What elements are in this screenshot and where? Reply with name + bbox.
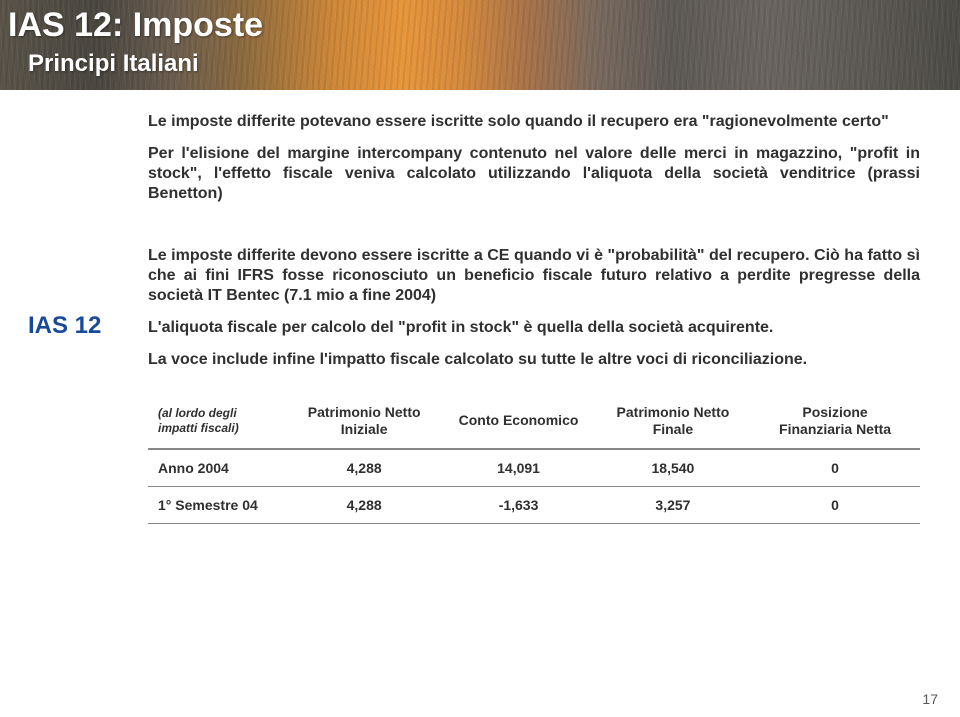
- col1-bottom: Iniziale: [341, 421, 388, 437]
- col2-top: Conto Economico: [459, 412, 579, 428]
- row1-c2: -1,633: [441, 486, 595, 523]
- section-label-ias12: IAS 12: [28, 312, 101, 340]
- row1-label: 1° Semestre 04: [148, 486, 287, 523]
- paragraph-2: Per l'elisione del margine intercompany …: [148, 144, 920, 204]
- col4-top: Posizione: [802, 404, 867, 420]
- row1-c4: 0: [750, 486, 920, 523]
- col-header-conto-economico: Conto Economico: [441, 394, 595, 449]
- row0-label: Anno 2004: [148, 449, 287, 487]
- paragraph-5: La voce include infine l'impatto fiscale…: [148, 350, 920, 370]
- page-number: 17: [922, 691, 938, 707]
- header-banner: IAS 12: Imposte Principi Italiani: [0, 0, 960, 90]
- page-title: IAS 12: Imposte: [8, 6, 263, 45]
- data-table: (al lordo degli impatti fiscali) Patrimo…: [148, 394, 920, 524]
- data-table-wrap: (al lordo degli impatti fiscali) Patrimo…: [148, 394, 920, 524]
- paragraph-4: L'aliquota fiscale per calcolo del "prof…: [148, 318, 920, 338]
- col-header-pn-finale: Patrimonio Netto Finale: [596, 394, 750, 449]
- row0-c1: 4,288: [287, 449, 441, 487]
- col-header-pfn: Posizione Finanziaria Netta: [750, 394, 920, 449]
- page-subtitle: Principi Italiani: [28, 50, 199, 78]
- row0-c4: 0: [750, 449, 920, 487]
- table-header-row: (al lordo degli impatti fiscali) Patrimo…: [148, 394, 920, 449]
- row0-c2: 14,091: [441, 449, 595, 487]
- paragraph-1: Le imposte differite potevano essere isc…: [148, 112, 920, 132]
- col0-top: (al lordo degli: [158, 406, 237, 420]
- col-header-pn-iniziale: Patrimonio Netto Iniziale: [287, 394, 441, 449]
- col0-bottom: impatti fiscali): [158, 421, 239, 435]
- col3-top: Patrimonio Netto: [617, 404, 730, 420]
- table-row: 1° Semestre 04 4,288 -1,633 3,257 0: [148, 486, 920, 523]
- row1-c3: 3,257: [596, 486, 750, 523]
- col4-bottom: Finanziaria Netta: [779, 421, 891, 437]
- paragraph-3: Le imposte differite devono essere iscri…: [148, 246, 920, 306]
- row0-c3: 18,540: [596, 449, 750, 487]
- table-row: Anno 2004 4,288 14,091 18,540 0: [148, 449, 920, 487]
- col1-top: Patrimonio Netto: [308, 404, 421, 420]
- col-header-note: (al lordo degli impatti fiscali): [148, 394, 287, 449]
- content-area: Le imposte differite potevano essere isc…: [0, 100, 960, 524]
- col3-bottom: Finale: [653, 421, 693, 437]
- row1-c1: 4,288: [287, 486, 441, 523]
